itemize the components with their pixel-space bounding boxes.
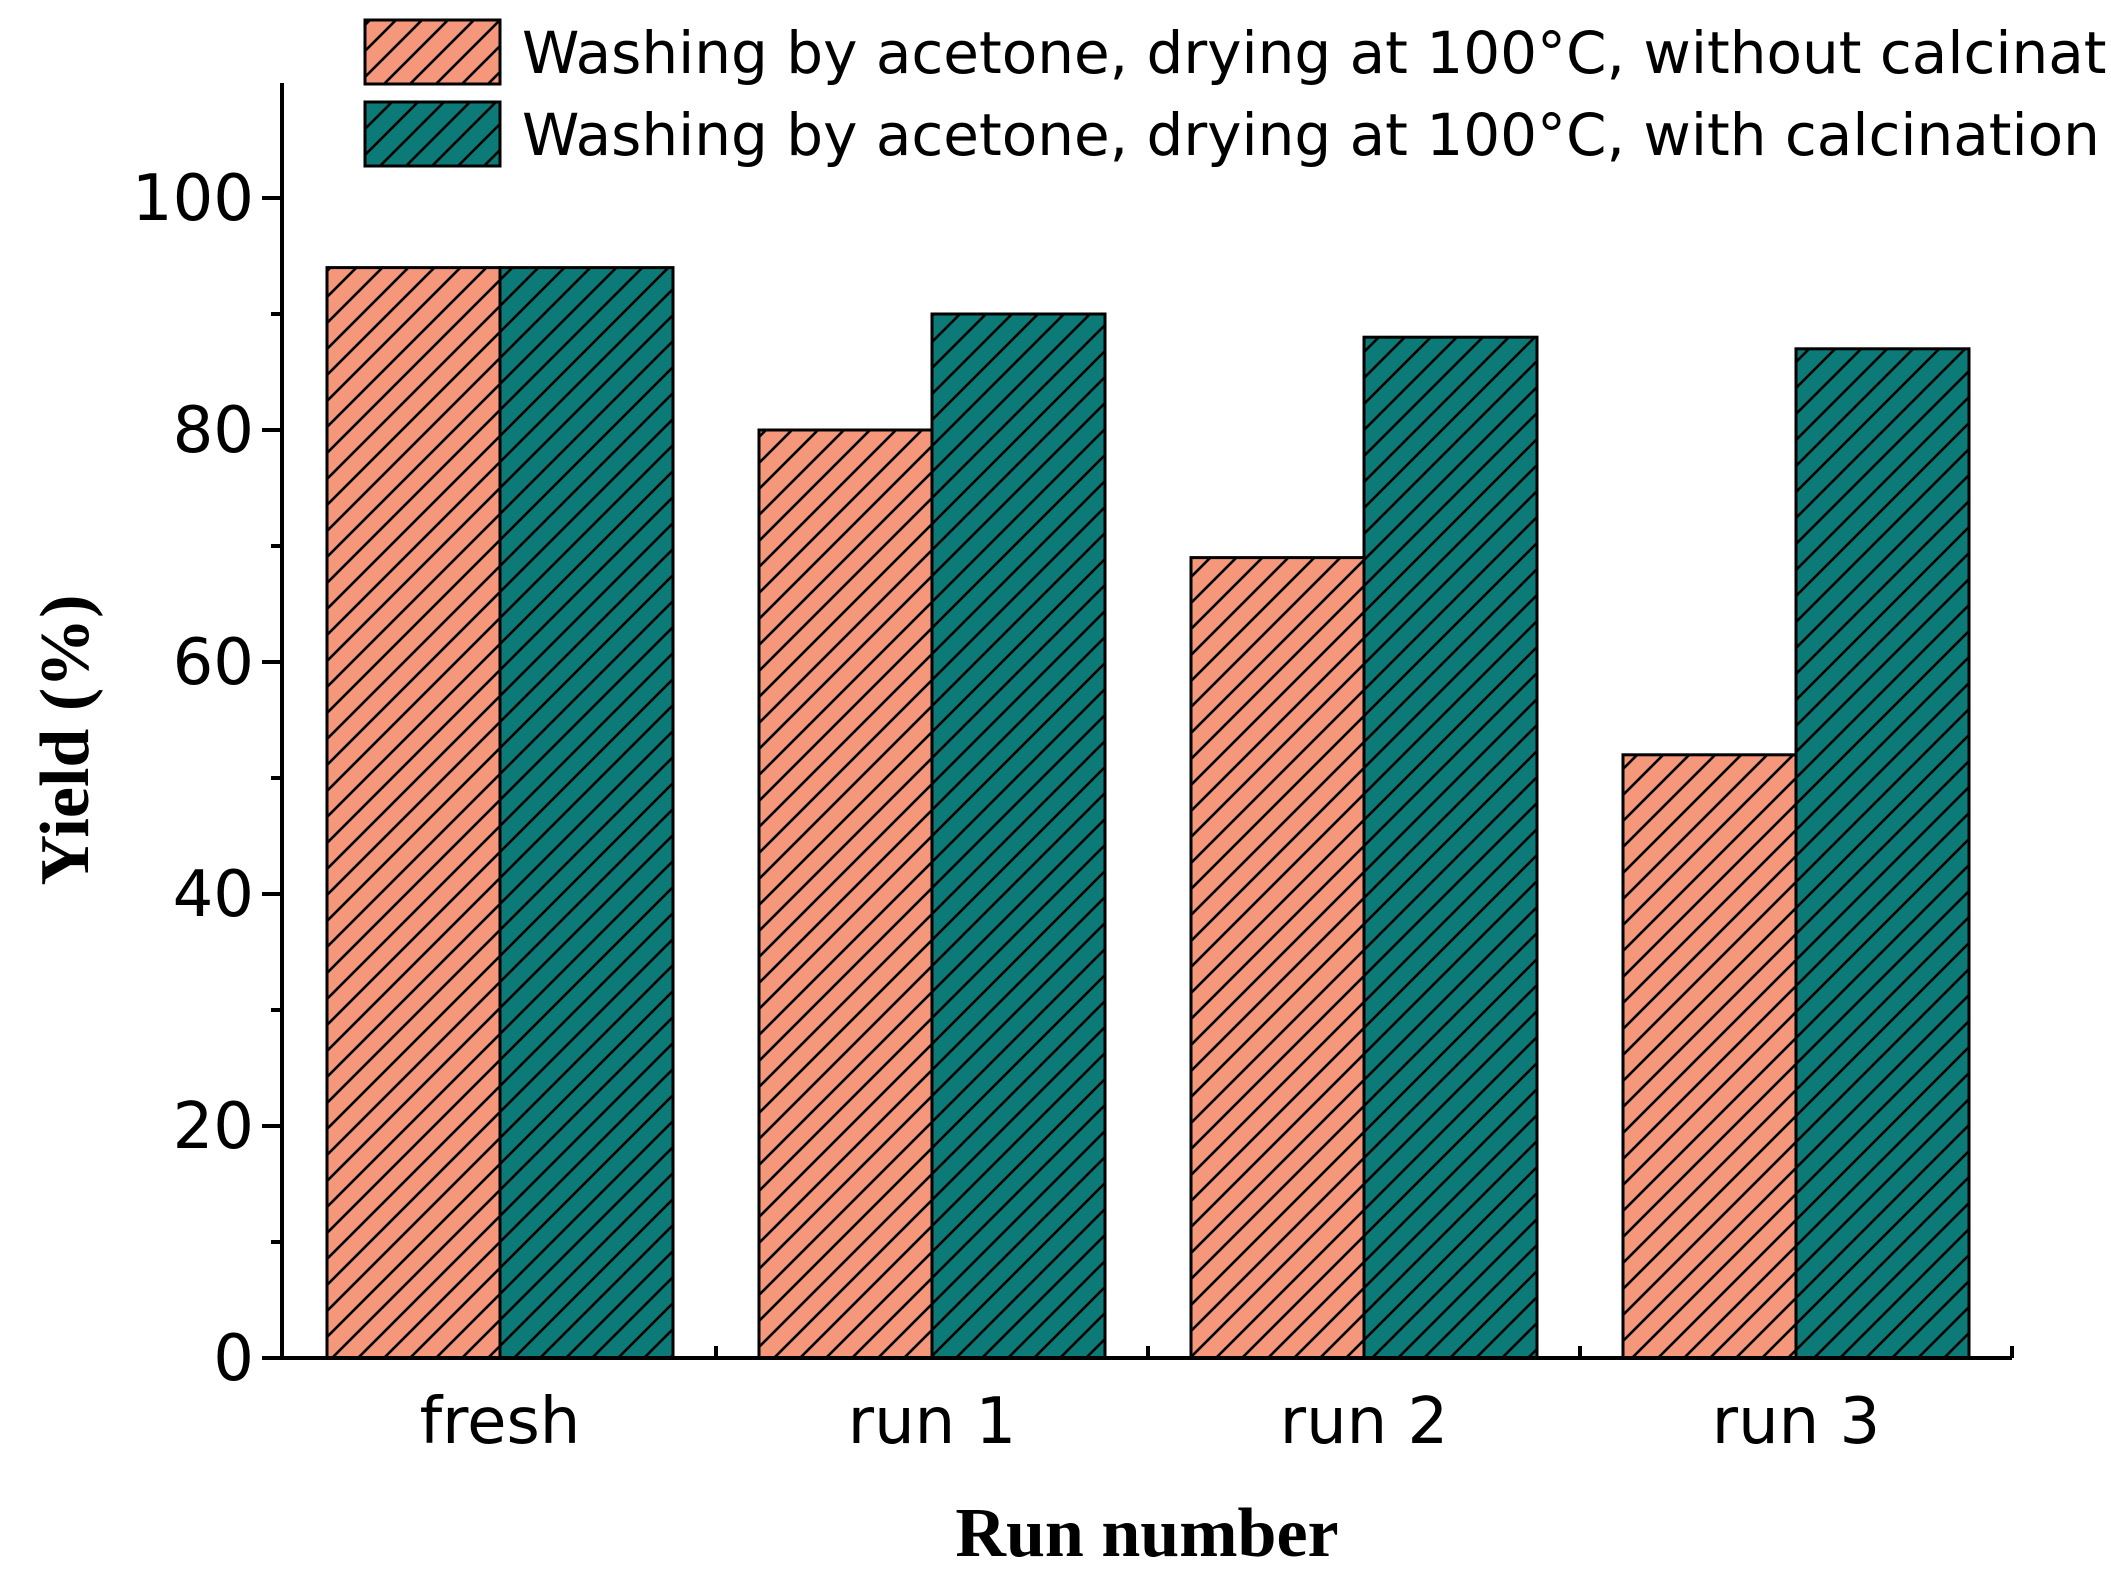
x-tick-label: run 3 xyxy=(1712,1385,1881,1459)
bar-hatch xyxy=(498,266,675,1360)
bar-hatch xyxy=(1189,556,1366,1360)
y-tick-label: 0 xyxy=(213,1322,254,1396)
x-ticks: fresh run 1 run 2 run 3 xyxy=(420,1346,2014,1459)
bar-hatch xyxy=(1794,347,1971,1360)
y-tick-label: 40 xyxy=(173,858,254,932)
y-ticks: 0 20 40 60 80 100 xyxy=(132,162,282,1396)
y-tick-label: 20 xyxy=(173,1090,254,1164)
bar-hatch xyxy=(325,266,502,1360)
legend-swatch xyxy=(363,100,502,168)
bar-with-calcination-run-1 xyxy=(930,312,1107,1360)
x-tick-label: run 2 xyxy=(1280,1385,1449,1459)
y-tick-label: 80 xyxy=(173,394,254,468)
x-tick-label: run 1 xyxy=(848,1385,1017,1459)
bar-hatch xyxy=(1362,335,1539,1360)
bar-with-calcination-fresh xyxy=(498,266,675,1360)
bar-without-calcination-run-3 xyxy=(1621,753,1798,1360)
bar-without-calcination-fresh xyxy=(325,266,502,1360)
legend: Washing by acetone, drying at 100°C, wit… xyxy=(363,18,2111,169)
bar-without-calcination-run-2 xyxy=(1189,556,1366,1360)
bar-hatch xyxy=(1621,753,1798,1360)
y-tick-label: 60 xyxy=(173,626,254,700)
bar-without-calcination-run-1 xyxy=(757,428,934,1360)
bar-with-calcination-run-2 xyxy=(1362,335,1539,1360)
bar-with-calcination-run-3 xyxy=(1794,347,1971,1360)
legend-swatch xyxy=(363,18,502,86)
y-tick-label: 100 xyxy=(132,162,254,236)
legend-item: Washing by acetone, drying at 100°C, wit… xyxy=(363,100,2100,169)
legend-label: Washing by acetone, drying at 100°C, wit… xyxy=(522,101,2100,169)
legend-item: Washing by acetone, drying at 100°C, wit… xyxy=(363,18,2111,87)
legend-label: Washing by acetone, drying at 100°C, wit… xyxy=(522,19,2111,87)
bar-hatch xyxy=(757,428,934,1360)
bars-layer xyxy=(325,266,1971,1360)
x-tick-label: fresh xyxy=(420,1385,581,1459)
x-axis-title: Run number xyxy=(955,1495,1338,1572)
bar-hatch xyxy=(930,312,1107,1360)
y-axis-title: Yield (%) xyxy=(27,595,104,886)
